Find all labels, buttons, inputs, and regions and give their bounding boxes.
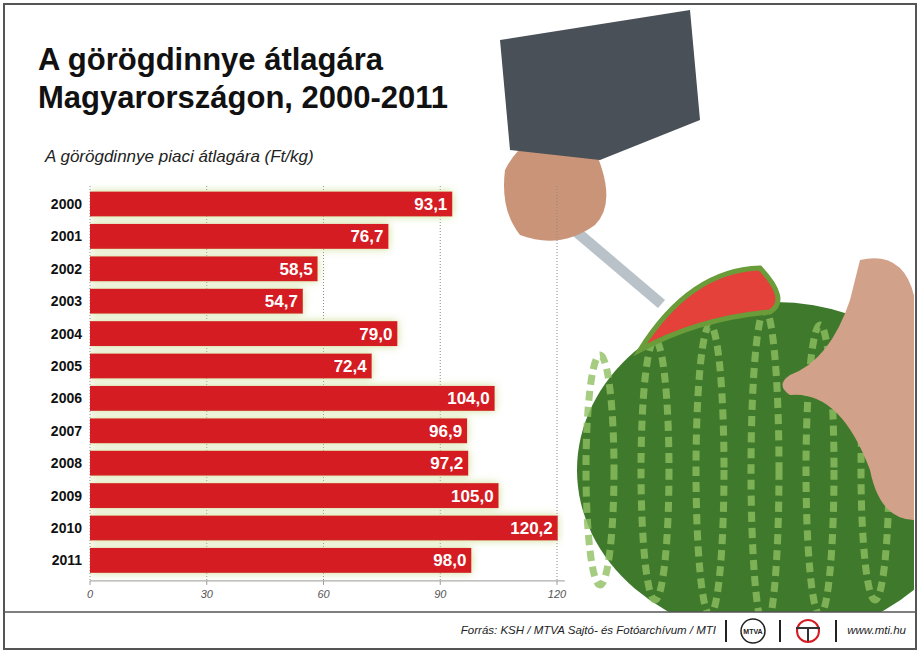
tick-label: 30 [201,588,214,600]
category-label: 2006 [51,390,82,406]
tick-mark [440,581,441,585]
tick-label: 120 [548,588,567,600]
footer-separator [4,611,916,613]
category-label: 2003 [51,293,82,309]
bars [90,192,558,573]
bar [90,548,471,573]
bar [90,192,452,217]
value-label: 58,5 [280,260,313,279]
value-label: 96,9 [429,422,462,441]
frame [4,4,916,649]
value-label: 54,7 [265,292,298,311]
title: A görögdinnye átlagáraMagyarországon, 20… [38,42,448,115]
tick-label: 0 [87,588,94,600]
value-label: 97,2 [430,454,463,473]
bar [90,321,397,346]
category-label: 2010 [51,520,82,536]
melon-stripe [641,340,669,600]
value-label: 76,7 [350,227,383,246]
bar [90,451,468,476]
category-label: 2011 [52,552,83,568]
logo: MTVA [743,628,762,635]
melon-stripe [751,310,779,612]
title-line: A görögdinnye átlagára [38,42,384,77]
mti-logo [797,620,819,642]
mti-logo [807,628,809,641]
footer-separator [779,620,781,642]
value-label: 98,0 [433,551,466,570]
category-label: 2007 [51,423,82,439]
category-label: 2005 [51,358,82,374]
sleeve [500,10,700,160]
value-label: 93,1 [414,195,447,214]
chart: A görögdinnye átlagáraMagyarországon, 20… [0,0,920,653]
tick-mark [557,581,558,585]
value-label: 72,4 [334,357,368,376]
logo-circle [741,619,765,643]
melon-stripe [586,355,614,585]
footer-separator [725,620,727,642]
tick-label: 90 [434,588,447,600]
photo [500,10,914,612]
value-label: 105,0 [451,487,494,506]
tick-label: 60 [317,588,330,600]
category-label: 2008 [51,455,82,471]
footer-separator [835,620,837,642]
category-label: 2002 [51,261,82,277]
melon-slice [640,268,778,350]
value-label: 104,0 [447,389,490,408]
x-axis-line [90,580,565,581]
bar [90,386,495,411]
value-label: 79,0 [359,325,392,344]
category-label: 2000 [51,196,82,212]
melon-stripe [696,325,724,612]
website: www.mti.hu [847,624,906,636]
tick-mark [206,581,207,585]
bar [90,289,303,314]
value-label: 120,2 [510,519,553,538]
labels: 2000 93,1 2001 76,7 2002 58,5 2003 54,7 2004 79,0… [51,195,553,570]
subtitle: A görögdinnye piaci átlagára (Ft/kg) [44,147,314,166]
tick-mark [323,581,324,585]
bar [90,483,499,508]
tick-mark [90,581,91,585]
category-label: 2001 [51,228,82,244]
bar [90,256,318,281]
source: Forrás: KSH / MTVA Sajtó- és Fotóarchívu… [461,624,717,636]
bar [90,516,558,541]
bar [90,354,372,379]
bar [90,224,388,249]
bar [90,418,467,443]
category-label: 2004 [51,326,82,342]
hand [783,258,915,520]
category-label: 2009 [51,488,82,504]
title-line: Magyarországon, 2000-2011 [38,80,448,115]
